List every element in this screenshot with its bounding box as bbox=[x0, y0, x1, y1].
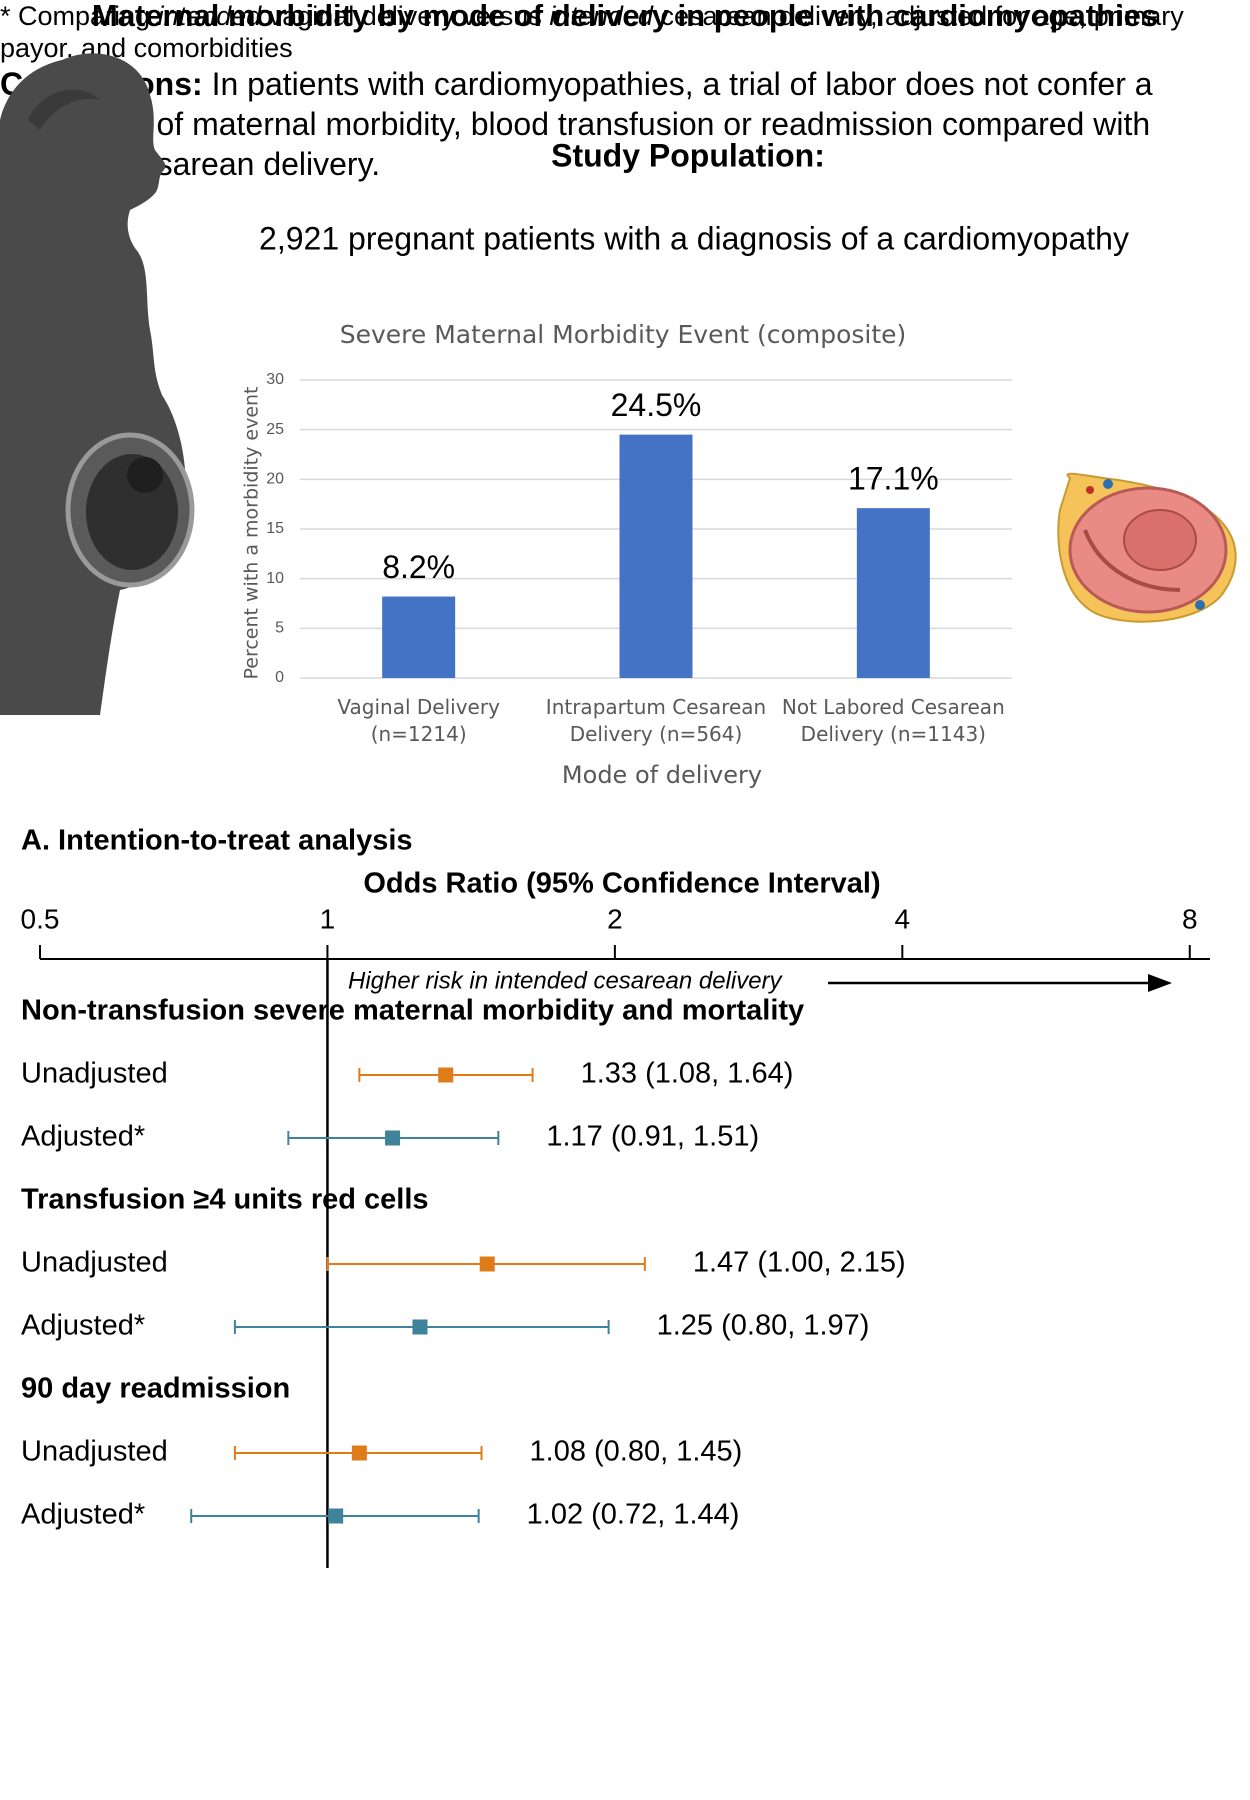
footnote-part: vaginal delivery versus bbox=[261, 1, 550, 31]
bar-value-label: 24.5% bbox=[611, 387, 702, 423]
heart-illustration bbox=[1057, 472, 1237, 623]
y-tick-label: 30 bbox=[266, 371, 284, 388]
fetus-illustration bbox=[65, 432, 195, 588]
group-title: 90 day readmission bbox=[21, 1373, 290, 1405]
section-title: A. Intention-to-treat analysis bbox=[21, 825, 413, 857]
bar bbox=[619, 434, 693, 678]
page-title: Maternal morbidity by mode of delivery i… bbox=[92, 0, 1158, 33]
row-label: Adjusted* bbox=[21, 1499, 145, 1531]
estimate-marker bbox=[385, 1130, 401, 1146]
estimate-label: 1.33 (1.08, 1.64) bbox=[581, 1058, 794, 1090]
row-label: Unadjusted bbox=[21, 1247, 168, 1279]
y-tick-label: 20 bbox=[266, 471, 284, 488]
y-tick-label: 5 bbox=[275, 620, 284, 637]
direction-arrowhead bbox=[1148, 974, 1172, 992]
bar bbox=[856, 508, 930, 678]
study-text: 2,921 pregnant patients with a diagnosis… bbox=[259, 220, 1129, 256]
x-tick-label: Intrapartum Cesarean Delivery (n=564) bbox=[545, 695, 767, 746]
x-tick-label: 8 bbox=[1182, 903, 1198, 934]
bar bbox=[382, 596, 456, 678]
footnote-part: * Comparing bbox=[0, 1, 158, 31]
estimate-marker bbox=[351, 1445, 367, 1461]
y-tick-label: 0 bbox=[275, 669, 284, 686]
estimate-label: 1.47 (1.00, 2.15) bbox=[693, 1247, 906, 1279]
direction-annotation: Higher risk in intended cesarean deliver… bbox=[348, 967, 784, 994]
row-label: Adjusted* bbox=[21, 1121, 145, 1153]
footnote: * Comparing intended vaginal delivery ve… bbox=[0, 0, 1200, 64]
estimate-marker bbox=[412, 1319, 428, 1335]
study-heading: Study Population: bbox=[551, 137, 825, 173]
row-label: Unadjusted bbox=[21, 1436, 168, 1468]
row-label: Adjusted* bbox=[21, 1310, 145, 1342]
x-tick-label: 1 bbox=[320, 903, 336, 934]
footnote-part: cesarean delivery, adjusted for age, pri… bbox=[0, 1, 1184, 63]
x-tick-label: 4 bbox=[895, 903, 911, 934]
estimate-marker bbox=[328, 1508, 344, 1524]
y-tick-label: 15 bbox=[266, 520, 284, 537]
x-tick-label: Not Labored Cesarean Delivery (n=1143) bbox=[781, 695, 1005, 746]
estimate-marker bbox=[479, 1256, 495, 1272]
group-title: Transfusion ≥4 units red cells bbox=[21, 1184, 429, 1216]
estimate-label: 1.17 (0.91, 1.51) bbox=[546, 1121, 759, 1153]
y-tick-label: 10 bbox=[266, 570, 284, 587]
footnote-part: intended bbox=[157, 1, 262, 31]
y-axis-label: Percent with a morbidity event bbox=[241, 386, 263, 679]
footnote-part: intended bbox=[549, 1, 653, 31]
row-label: Unadjusted bbox=[21, 1058, 168, 1090]
y-tick-label: 25 bbox=[266, 421, 284, 438]
x-tick-label: 0.5 bbox=[21, 903, 60, 934]
bar-chart-title: Severe Maternal Morbidity Event (composi… bbox=[340, 320, 907, 349]
forest-title: Odds Ratio (95% Confidence Interval) bbox=[363, 868, 880, 900]
bar-value-label: 17.1% bbox=[848, 461, 939, 497]
x-tick-label: 2 bbox=[607, 903, 623, 934]
estimate-label: 1.25 (0.80, 1.97) bbox=[657, 1310, 870, 1342]
pregnant-silhouette bbox=[0, 53, 186, 715]
estimate-label: 1.08 (0.80, 1.45) bbox=[530, 1436, 743, 1468]
x-tick-label: Vaginal Delivery (n=1214) bbox=[337, 695, 500, 746]
estimate-label: 1.02 (0.72, 1.44) bbox=[527, 1499, 740, 1531]
group-title: Non-transfusion severe maternal morbidit… bbox=[21, 995, 804, 1027]
x-axis-label: Mode of delivery bbox=[562, 761, 762, 789]
bar-value-label: 8.2% bbox=[382, 549, 455, 585]
estimate-marker bbox=[438, 1067, 454, 1083]
